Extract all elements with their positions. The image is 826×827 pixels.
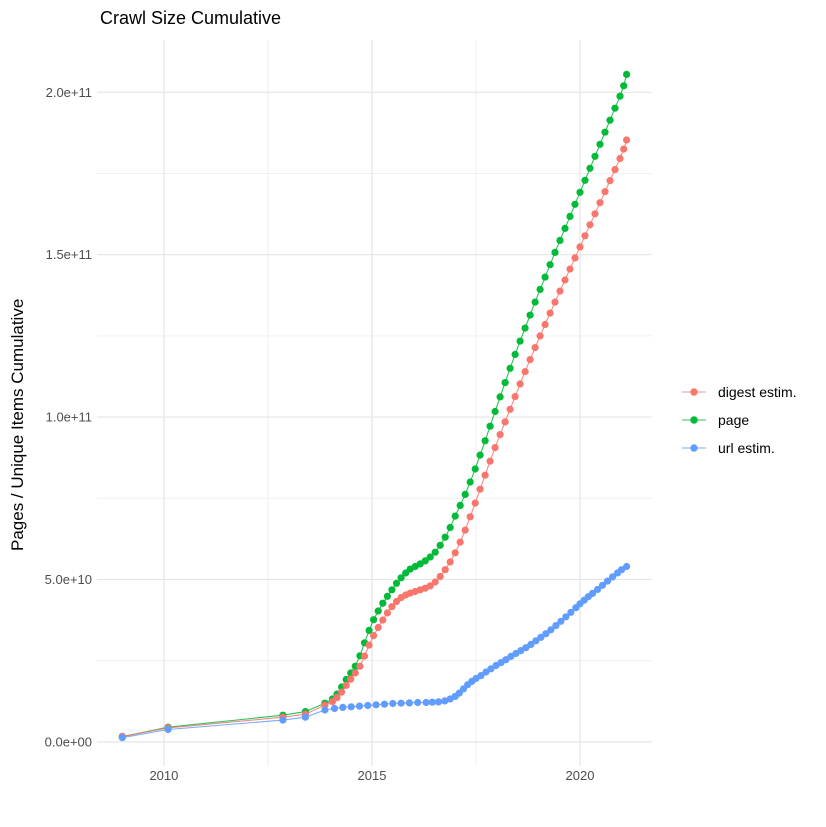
legend-item-label: digest estim. <box>718 384 797 400</box>
y-tick-label: 5.0e+10 <box>45 572 92 587</box>
legend-item-url-estim: url estim. <box>681 434 797 462</box>
grid-major <box>97 40 652 766</box>
legend: digest estim. page url estim. <box>681 378 797 462</box>
axis-tick-labels: 0.0e+00 5.0e+10 1.0e+11 1.5e+11 2.0e+11 2010 2… <box>45 85 595 783</box>
series-digest-estim <box>118 136 631 740</box>
series-url-estim <box>118 562 631 742</box>
y-tick-label: 1.0e+11 <box>46 410 92 425</box>
y-tick-label: 0.0e+00 <box>45 734 92 749</box>
legend-item-digest-estim: digest estim. <box>681 378 797 406</box>
y-tick-label: 1.5e+11 <box>46 247 92 262</box>
legend-item-label: page <box>718 412 750 428</box>
x-tick-label: 2015 <box>358 768 387 783</box>
x-tick-label: 2020 <box>566 768 595 783</box>
chart-title: Crawl Size Cumulative <box>100 8 282 28</box>
y-tick-label: 2.0e+11 <box>46 85 92 100</box>
grid-minor <box>97 40 652 766</box>
series-page <box>118 70 631 741</box>
legend-item-label: url estim. <box>718 440 775 456</box>
x-tick-label: 2010 <box>149 768 178 783</box>
legend-key-icon <box>682 444 706 452</box>
legend-key-icon <box>682 416 706 424</box>
legend-key-icon <box>682 388 706 396</box>
legend-item-page: page <box>681 406 797 434</box>
